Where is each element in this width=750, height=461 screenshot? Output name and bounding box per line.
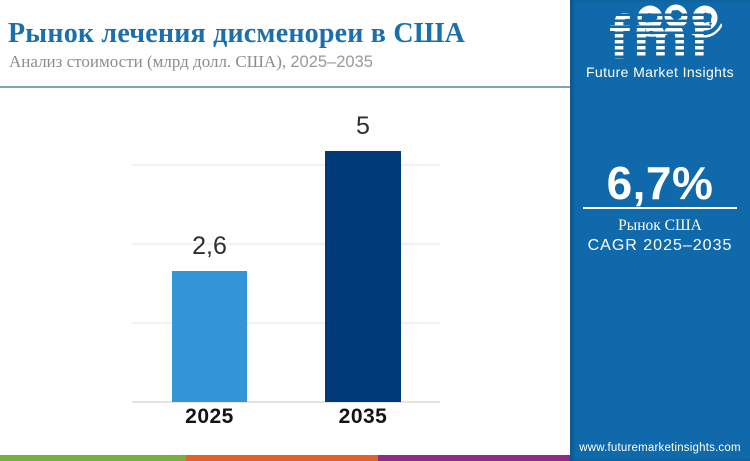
cagr-value: 6,7% [606,157,714,209]
bar-2025 [172,271,247,402]
kpi-divider [583,207,737,209]
subtitle-text: Анализ стоимости (млрд долл. США), [9,52,291,71]
gridline [132,164,440,166]
bar-2035 [325,151,401,402]
gridline [132,243,440,245]
bar-group-2025: 2,6 [172,231,247,402]
kpi-cagr-label: CAGR 2025–2035 [587,237,733,254]
bottom-strip-orange [186,455,378,461]
bottom-strip-green [0,455,186,461]
kpi-market-label: Рынок США [618,217,702,234]
fmi-wordmark: fmi [570,7,750,69]
brand-panel: fmi Future Market Insights 6,7% Рынок СШ… [570,0,750,461]
fmi-wordmark-stripes [609,10,711,66]
header-divider [0,86,570,88]
website-url: www.futuremarketinsights.com [579,442,741,454]
bar-value-label-2035: 5 [356,111,370,140]
bottom-strip-purple [378,455,570,461]
bar-group-2035: 5 [325,111,401,402]
page-title: Рынок лечения дисменореи в США [8,18,466,49]
subtitle-years: 2025–2035 [290,53,373,71]
logo-caption: Future Market Insights [585,64,735,80]
x-tick-label-2025: 2025 [185,405,234,428]
gridline [132,322,440,324]
x-tick-label-2035: 2035 [338,405,388,428]
x-axis-baseline [132,401,440,403]
bar-value-label-2025: 2,6 [192,231,227,260]
page-subtitle: Анализ стоимости (млрд долл. США), 2025–… [9,52,373,72]
